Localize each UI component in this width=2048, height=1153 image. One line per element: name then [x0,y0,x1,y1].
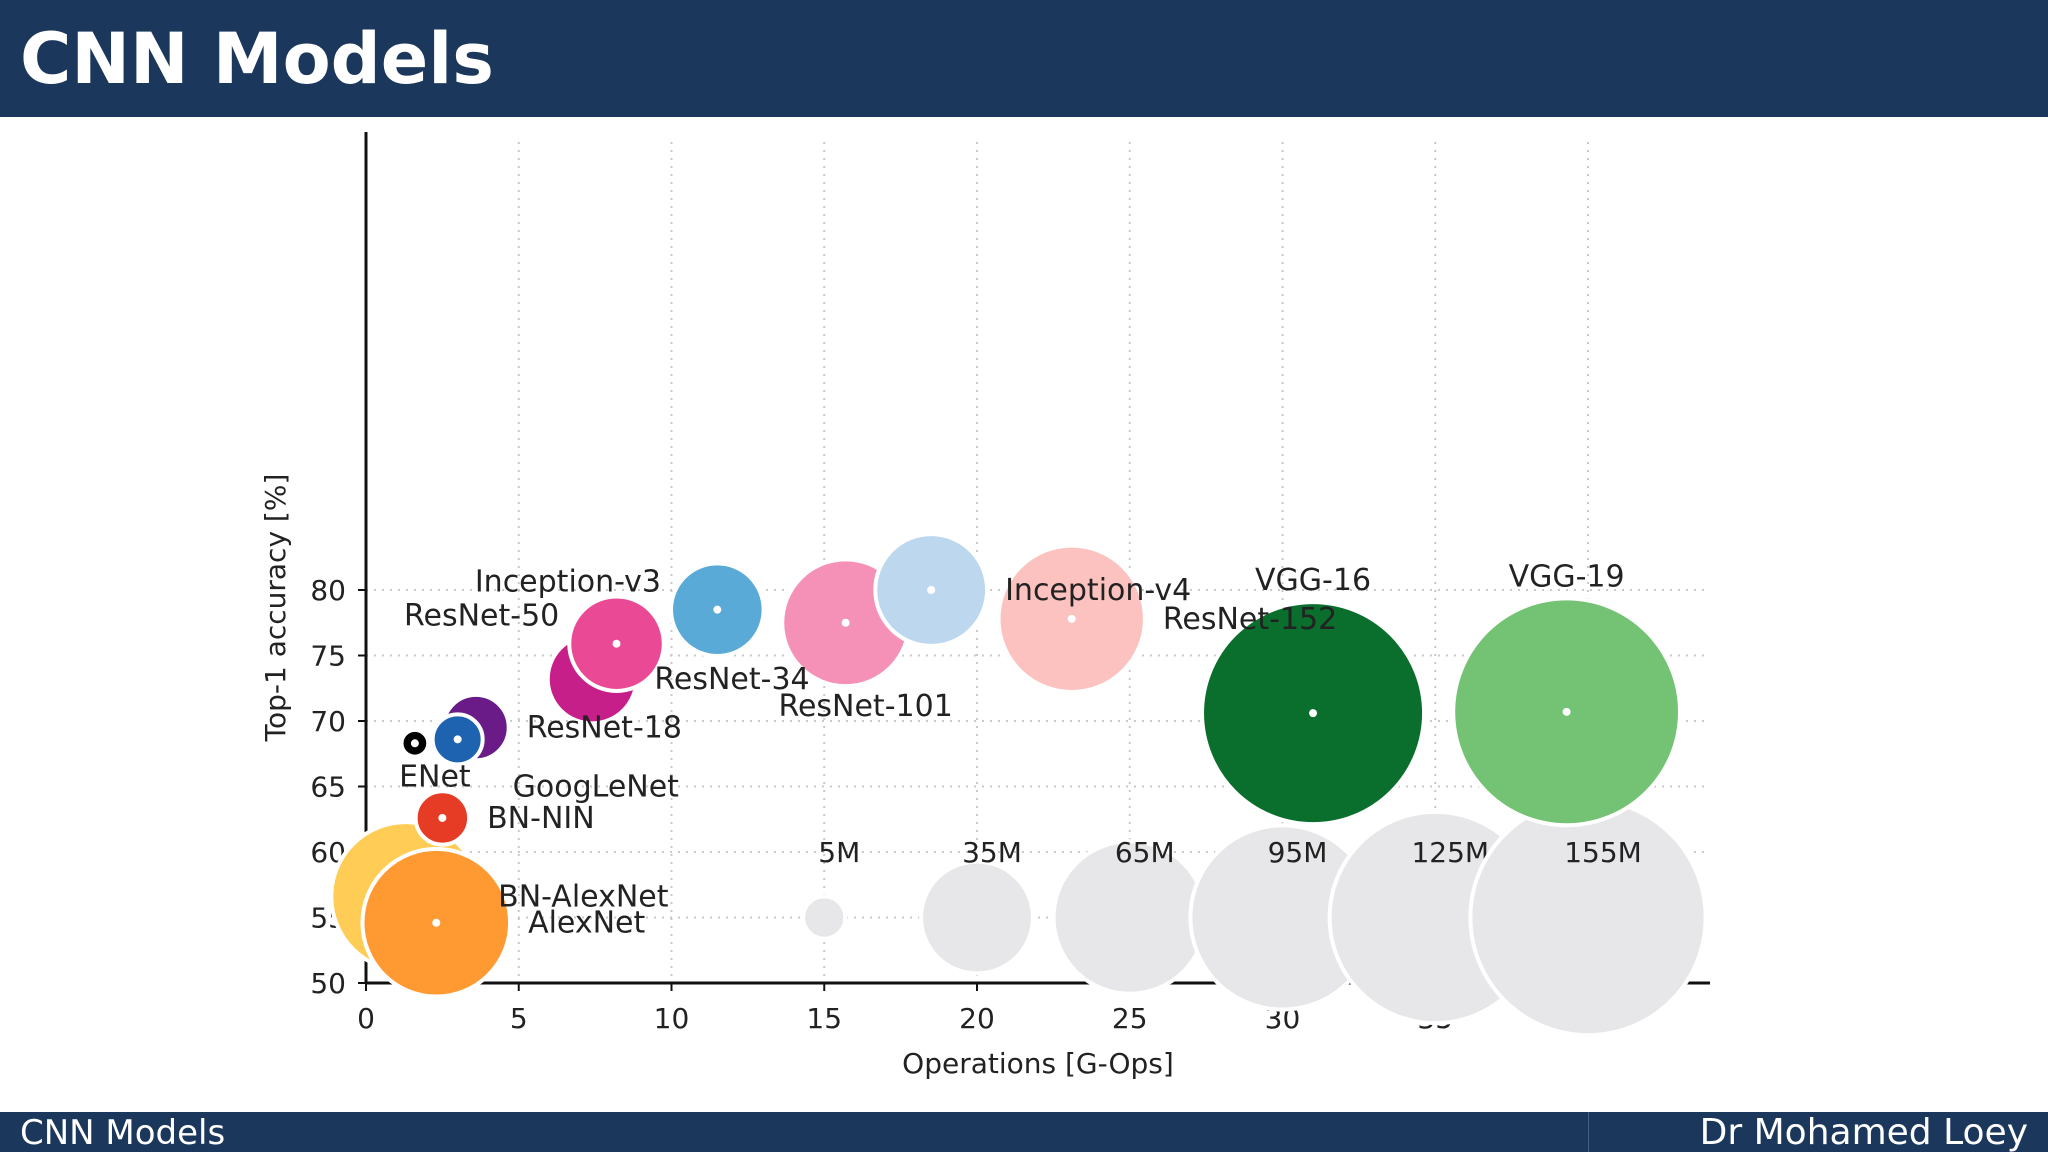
model-label: ResNet-18 [527,711,682,746]
model-label: Inception-v3 [475,565,661,600]
y-tick-label: 65 [310,771,346,804]
model-label: Inception-v4 [1005,573,1191,608]
model-label: VGG-16 [1255,563,1371,598]
y-tick-label: 70 [310,705,346,738]
model-center-dot [438,813,447,822]
model-center-dot [1562,707,1571,716]
size-legend-label: 155M [1564,836,1642,869]
slide-header: CNN Models [0,0,2048,117]
slide-footer: CNN Models Dr Mohamed Loey [0,1112,2048,1153]
model-center-dot [1067,614,1076,623]
size-legend-label: 95M [1268,836,1328,869]
model-label: AlexNet [528,906,645,941]
size-legend-bubble [801,894,848,941]
footer-divider [1588,1112,1589,1152]
x-tick-label: 0 [357,1002,375,1035]
model-center-dot [432,918,441,927]
y-axis-label: Top-1 accuracy [%] [259,474,292,743]
model-label: ResNet-152 [1163,602,1337,637]
y-tick-label: 50 [310,967,346,1000]
x-tick-label: 5 [510,1002,528,1035]
x-tick-label: 15 [806,1002,842,1035]
model-label: VGG-19 [1509,559,1625,594]
model-label: ResNet-101 [778,689,952,724]
size-legend-label: 35M [962,836,1022,869]
model-center-dot [1309,709,1318,718]
slide-title: CNN Models [20,18,494,100]
model-label: BN-NIN [487,801,595,836]
model-label: ResNet-34 [654,662,809,697]
footer-title: CNN Models [20,1113,226,1153]
size-legend-bubble [919,859,1035,976]
size-legend-label: 5M [818,836,860,869]
y-tick-label: 80 [310,574,346,607]
model-center-dot [713,605,722,614]
x-axis-label: Operations [G-Ops] [902,1047,1174,1080]
model-center-dot [841,618,850,627]
bubble-chart: 051015202530354050556065707580Operations… [259,132,1710,1080]
x-tick-label: 20 [959,1002,995,1035]
footer-author: Dr Mohamed Loey [1699,1112,2028,1153]
model-center-dot [410,739,419,748]
model-label: ResNet-50 [404,599,559,634]
x-tick-label: 25 [1112,1002,1148,1035]
model-label: GoogLeNet [513,769,680,804]
model-label: BN-AlexNet [498,880,669,915]
model-center-dot [453,735,462,744]
x-tick-label: 10 [654,1002,690,1035]
model-label: ENet [399,760,471,795]
model-center-dot [612,639,621,648]
model-center-dot [927,586,936,594]
size-legend-label: 125M [1411,836,1489,869]
y-tick-label: 75 [310,640,346,673]
size-legend-label: 65M [1115,836,1175,869]
